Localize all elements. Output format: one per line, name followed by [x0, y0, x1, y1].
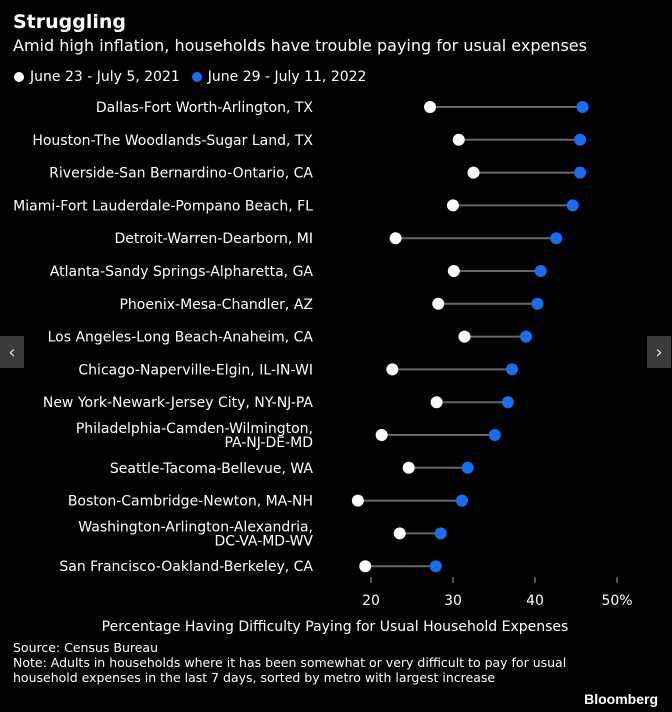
x-tick-label: 20	[362, 593, 380, 609]
x-tick-label: 50%	[601, 593, 632, 609]
chart-title: Struggling	[13, 11, 127, 33]
point-2021	[430, 396, 443, 409]
category-label: New York-Newark-Jersey City, NY-NJ-PA	[43, 395, 314, 411]
legend-label-2022: June 29 - July 11, 2022	[207, 69, 367, 85]
point-2022	[531, 297, 544, 310]
category-label: Washington-Arlington-Alexandria, DC-VA-MD…	[78, 519, 313, 549]
category-label: Chicago-Naperville-Elgin, IL-IN-WI	[78, 362, 313, 378]
point-2022	[574, 166, 587, 179]
point-2022	[429, 560, 442, 573]
category-label: Houston-The Woodlands-Sugar Land, TX	[32, 133, 313, 149]
point-2022	[550, 232, 563, 245]
point-2022	[488, 429, 501, 441]
dumbbell-chart: Dallas-Fort Worth-Arlington, TX Houston-T…	[13, 100, 632, 635]
point-2022	[434, 527, 447, 540]
category-label: Philadelphia-Camden-Wilmington, PA-NJ-DE-…	[76, 421, 313, 451]
bloomberg-logo: Bloomberg	[584, 691, 658, 707]
point-2021	[359, 560, 372, 573]
point-2021	[432, 297, 445, 310]
point-2021	[452, 133, 465, 146]
point-2022	[461, 461, 474, 474]
category-label: Dallas-Fort Worth-Arlington, TX	[96, 100, 314, 116]
point-2021	[447, 199, 459, 212]
category-label: Seattle-Tacoma-Bellevue, WA	[110, 461, 314, 477]
chevron-right-icon: ›	[655, 341, 663, 363]
point-2021	[447, 265, 460, 277]
legend: June 23 - July 5, 2021 June 29 - July 11…	[14, 69, 378, 85]
previous-chart-button[interactable]: ‹	[0, 336, 24, 368]
point-2022	[534, 265, 547, 277]
category-label: Detroit-Warren-Dearborn, MI	[115, 231, 313, 247]
point-2021	[386, 363, 399, 376]
point-2021	[402, 461, 415, 474]
point-2022	[519, 330, 532, 343]
chart-subtitle: Amid high inflation, households have tro…	[13, 36, 587, 55]
category-label: Atlanta-Sandy Springs-Alpharetta, GA	[50, 264, 314, 280]
chevron-left-icon: ‹	[8, 341, 16, 363]
point-2021	[375, 429, 388, 441]
point-2021	[351, 494, 364, 507]
footnotes: Source: Census Bureau Note: Adults in ho…	[13, 640, 573, 685]
legend-dot-2022	[191, 72, 202, 82]
x-tick-label: 40	[526, 593, 544, 609]
category-label: Phoenix-Mesa-Chandler, AZ	[119, 297, 313, 313]
point-2022	[576, 101, 589, 113]
legend-item-2021: June 23 - July 5, 2021	[14, 69, 180, 85]
category-label: Riverside-San Bernardino-Ontario, CA	[49, 166, 313, 182]
category-label: Miami-Fort Lauderdale-Pompano Beach, FL	[13, 198, 313, 214]
point-2022	[506, 363, 519, 376]
next-chart-button[interactable]: ›	[647, 336, 671, 368]
x-tick-label: 30	[444, 593, 462, 609]
point-2021	[467, 166, 480, 179]
x-axis-label: Percentage Having Difficulty Paying for …	[102, 619, 569, 635]
point-2022	[456, 494, 469, 507]
category-label: Boston-Cambridge-Newton, MA-NH	[68, 494, 313, 510]
legend-dot-2021	[14, 72, 24, 82]
category-label: Los Angeles-Long Beach-Anaheim, CA	[48, 330, 314, 346]
point-2021	[458, 330, 471, 343]
point-2021	[424, 101, 437, 113]
legend-item-2022: June 29 - July 11, 2022	[191, 69, 367, 85]
point-2022	[574, 133, 587, 146]
point-2021	[389, 232, 402, 245]
source-text: Source: Census Bureau	[13, 640, 159, 655]
point-2021	[393, 527, 406, 540]
point-2022	[501, 396, 514, 409]
category-label: San Francisco-Oakland-Berkeley, CA	[59, 559, 313, 575]
point-2022	[566, 199, 579, 212]
legend-label-2021: June 23 - July 5, 2021	[30, 69, 180, 85]
note-text: Note: Adults in households where it has …	[13, 655, 567, 685]
